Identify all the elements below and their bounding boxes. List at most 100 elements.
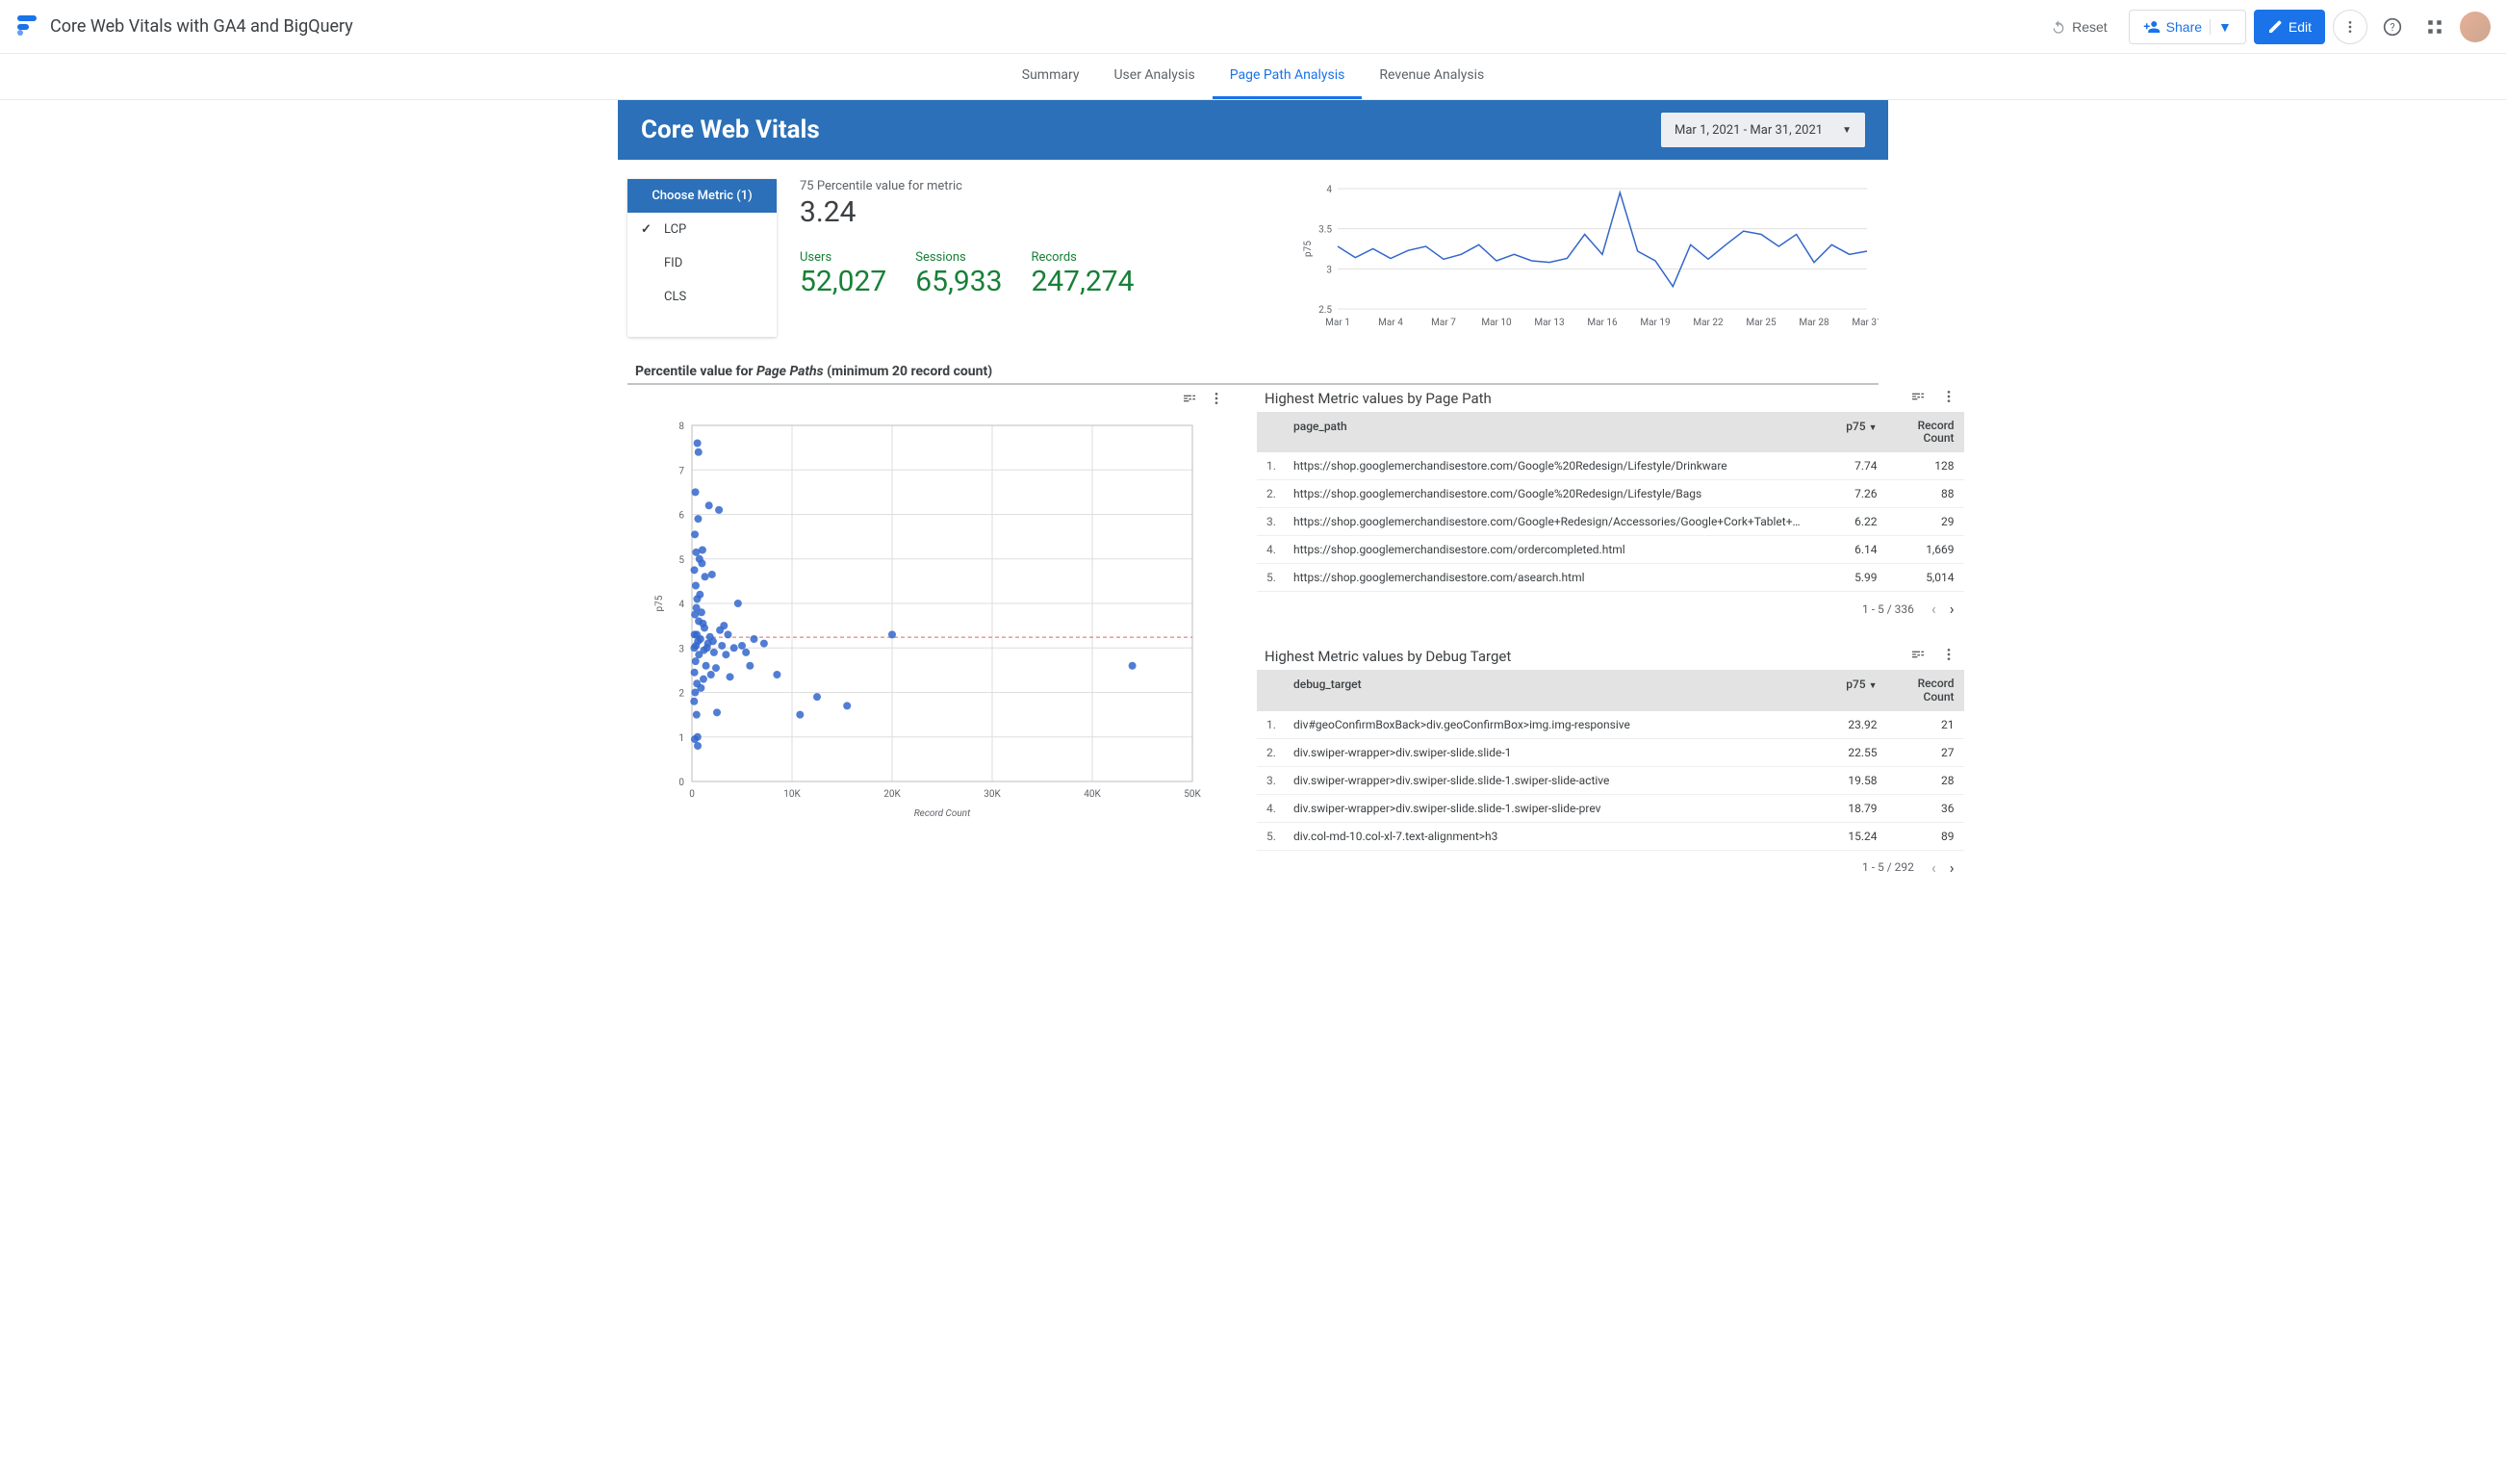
table-row[interactable]: 1. div#geoConfirmBoxBack>div.geoConfirmB… bbox=[1257, 711, 1964, 739]
table-row[interactable]: 2. https://shop.googlemerchandisestore.c… bbox=[1257, 480, 1964, 508]
table-debug-target: Highest Metric values by Debug Target de… bbox=[1257, 643, 1964, 883]
svg-text:Mar 19: Mar 19 bbox=[1640, 318, 1670, 328]
pager-next[interactable]: › bbox=[1950, 600, 1955, 618]
user-avatar[interactable] bbox=[2460, 12, 2491, 42]
edit-label: Edit bbox=[2289, 19, 2312, 35]
help-icon: ? bbox=[2383, 17, 2402, 37]
table-row[interactable]: 3. https://shop.googlemerchandisestore.c… bbox=[1257, 508, 1964, 536]
table-row[interactable]: 4. div.swiper-wrapper>div.swiper-slide.s… bbox=[1257, 795, 1964, 823]
pager-next[interactable]: › bbox=[1950, 858, 1955, 877]
more-vert-icon bbox=[2342, 19, 2358, 35]
svg-text:Mar 10: Mar 10 bbox=[1481, 318, 1512, 328]
person-add-icon bbox=[2143, 18, 2161, 36]
svg-text:3: 3 bbox=[1326, 265, 1332, 275]
table-more-button[interactable] bbox=[1933, 643, 1964, 670]
tab-summary[interactable]: Summary bbox=[1005, 54, 1097, 99]
tab-page-path-analysis[interactable]: Page Path Analysis bbox=[1213, 54, 1363, 99]
svg-text:5: 5 bbox=[678, 555, 684, 566]
svg-text:p75: p75 bbox=[1303, 241, 1314, 257]
table-more-button[interactable] bbox=[1933, 385, 1964, 412]
table-row[interactable]: 2. div.swiper-wrapper>div.swiper-slide.s… bbox=[1257, 739, 1964, 767]
table-page-path: Highest Metric values by Page Path page_… bbox=[1257, 385, 1964, 626]
page-content: Core Web Vitals Mar 1, 2021 - Mar 31, 20… bbox=[618, 100, 1888, 913]
svg-text:4: 4 bbox=[678, 600, 684, 610]
svg-text:Record Count: Record Count bbox=[914, 808, 971, 819]
svg-text:Mar 7: Mar 7 bbox=[1431, 318, 1456, 328]
table-pager: 1 - 5 / 292 ‹ › bbox=[1257, 851, 1964, 884]
table-row[interactable]: 1. https://shop.googlemerchandisestore.c… bbox=[1257, 452, 1964, 480]
metric-option-lcp[interactable]: LCP bbox=[627, 213, 777, 246]
table-options-button[interactable] bbox=[1903, 643, 1933, 670]
pencil-icon bbox=[2267, 19, 2283, 35]
apps-grid-icon bbox=[2426, 18, 2443, 36]
table-row[interactable]: 5. div.col-md-10.col-xl-7.text-alignment… bbox=[1257, 823, 1964, 851]
svg-text:0: 0 bbox=[678, 778, 684, 788]
svg-text:3.5: 3.5 bbox=[1318, 225, 1332, 236]
table-options-button[interactable] bbox=[1903, 385, 1933, 412]
metric-option-fid[interactable]: FID bbox=[627, 246, 777, 280]
metric-chooser: Choose Metric (1) LCPFIDCLS bbox=[627, 179, 777, 337]
stat-label: Records bbox=[1031, 250, 1134, 265]
svg-text:6: 6 bbox=[678, 511, 684, 522]
table-header: debug_target p75 ▼ RecordCount bbox=[1257, 670, 1964, 710]
table-header: page_path p75 ▼ RecordCount bbox=[1257, 412, 1964, 452]
metric-chooser-title: Choose Metric (1) bbox=[627, 179, 777, 213]
chevron-down-icon: ▼ bbox=[2210, 19, 2232, 35]
share-button[interactable]: Share ▼ bbox=[2129, 10, 2246, 44]
svg-text:Mar 1: Mar 1 bbox=[1325, 318, 1350, 328]
table-row[interactable]: 3. div.swiper-wrapper>div.swiper-slide.s… bbox=[1257, 767, 1964, 795]
pager-range: 1 - 5 / 336 bbox=[1862, 602, 1914, 616]
stat-value: 52,027 bbox=[800, 265, 886, 298]
svg-text:8: 8 bbox=[678, 422, 684, 432]
svg-text:Mar 4: Mar 4 bbox=[1378, 318, 1403, 328]
svg-text:4: 4 bbox=[1326, 185, 1332, 195]
tune-icon bbox=[1182, 391, 1197, 406]
svg-text:10K: 10K bbox=[783, 789, 801, 800]
tab-revenue-analysis[interactable]: Revenue Analysis bbox=[1362, 54, 1501, 99]
topbar: Core Web Vitals with GA4 and BigQuery Re… bbox=[0, 0, 2506, 54]
svg-text:Mar 16: Mar 16 bbox=[1587, 318, 1618, 328]
share-label: Share bbox=[2166, 19, 2202, 35]
date-range-picker[interactable]: Mar 1, 2021 - Mar 31, 2021 ▼ bbox=[1661, 113, 1865, 147]
stat-label: Users bbox=[800, 250, 886, 265]
help-button[interactable]: ? bbox=[2375, 10, 2410, 44]
more-options-button[interactable] bbox=[2333, 10, 2367, 44]
edit-button[interactable]: Edit bbox=[2254, 10, 2325, 44]
date-range-label: Mar 1, 2021 - Mar 31, 2021 bbox=[1675, 123, 1823, 138]
svg-text:p75: p75 bbox=[654, 595, 665, 611]
chart-more-button[interactable] bbox=[1209, 391, 1224, 410]
svg-text:1: 1 bbox=[678, 733, 684, 744]
svg-text:50K: 50K bbox=[1184, 789, 1201, 800]
reset-label: Reset bbox=[2072, 19, 2108, 35]
table-row[interactable]: 4. https://shop.googlemerchandisestore.c… bbox=[1257, 536, 1964, 564]
report-title: Core Web Vitals with GA4 and BigQuery bbox=[50, 16, 2037, 37]
metric-option-cls[interactable]: CLS bbox=[627, 280, 777, 314]
chart-options-button[interactable] bbox=[1182, 391, 1197, 410]
svg-text:3: 3 bbox=[678, 644, 684, 654]
svg-text:0: 0 bbox=[689, 789, 695, 800]
undo-icon bbox=[2051, 19, 2066, 35]
svg-text:Mar 13: Mar 13 bbox=[1534, 318, 1564, 328]
table-row[interactable]: 5. https://shop.googlemerchandisestore.c… bbox=[1257, 564, 1964, 592]
pager-prev[interactable]: ‹ bbox=[1931, 600, 1936, 618]
stat-value: 247,274 bbox=[1031, 265, 1134, 298]
pager-range: 1 - 5 / 292 bbox=[1862, 860, 1914, 874]
svg-text:40K: 40K bbox=[1084, 789, 1101, 800]
tab-user-analysis[interactable]: User Analysis bbox=[1096, 54, 1212, 99]
line-chart: 2.533.54Mar 1Mar 4Mar 7Mar 10Mar 13Mar 1… bbox=[1297, 179, 1879, 337]
more-vert-icon bbox=[1209, 391, 1224, 406]
banner: Core Web Vitals Mar 1, 2021 - Mar 31, 20… bbox=[618, 100, 1888, 160]
svg-text:?: ? bbox=[2390, 21, 2394, 34]
svg-text:7: 7 bbox=[678, 466, 684, 476]
page-tabs: SummaryUser AnalysisPage Path AnalysisRe… bbox=[0, 54, 2506, 100]
apps-button[interactable] bbox=[2417, 10, 2452, 44]
pager-prev[interactable]: ‹ bbox=[1931, 858, 1936, 877]
svg-text:Mar 28: Mar 28 bbox=[1799, 318, 1829, 328]
percentile-label: 75 Percentile value for metric bbox=[800, 179, 1278, 193]
percentile-value: 3.24 bbox=[800, 195, 1278, 229]
reset-button[interactable]: Reset bbox=[2037, 10, 2121, 44]
svg-text:Mar 31: Mar 31 bbox=[1852, 318, 1879, 328]
svg-text:Mar 25: Mar 25 bbox=[1746, 318, 1777, 328]
section-title: Percentile value for Page Paths (minimum… bbox=[635, 364, 1879, 379]
table-pager: 1 - 5 / 336 ‹ › bbox=[1257, 592, 1964, 626]
